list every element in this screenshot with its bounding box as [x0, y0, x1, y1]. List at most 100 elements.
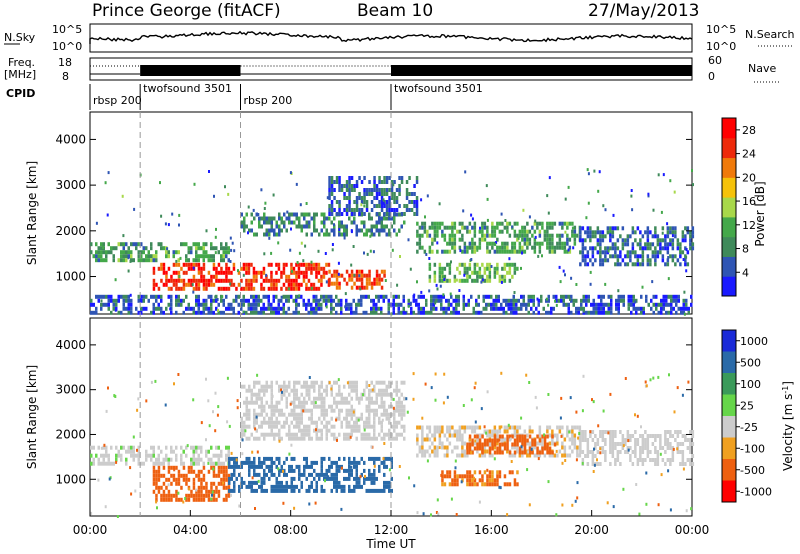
heatmap-cell — [200, 497, 203, 502]
heatmap-cell — [155, 497, 158, 502]
heatmap-speck — [287, 287, 290, 291]
power-colorbar-label: 28 — [742, 124, 756, 137]
heatmap-cell — [348, 460, 351, 465]
heatmap-cell — [125, 242, 128, 247]
heatmap-speck — [388, 468, 391, 472]
heatmap-cell — [330, 184, 334, 188]
heatmap-cell — [320, 294, 323, 299]
heatmap-cell — [372, 310, 375, 315]
heatmap-cell — [350, 404, 353, 409]
heatmap-cell — [107, 306, 110, 311]
heatmap-cell — [641, 438, 645, 442]
heatmap-cell — [295, 286, 298, 291]
heatmap-cell — [225, 445, 228, 450]
heatmap-cell — [443, 453, 447, 458]
heatmap-speck — [289, 171, 292, 175]
heatmap-cell — [508, 249, 512, 254]
heatmap-cell — [348, 216, 351, 221]
heatmap-speck — [383, 442, 386, 445]
heatmap-cell — [310, 472, 313, 477]
heatmap-cell — [230, 282, 233, 287]
heatmap-cell — [315, 460, 318, 465]
heatmap-cell — [160, 306, 163, 311]
heatmap-cell — [604, 438, 607, 442]
heatmap-cell — [390, 224, 393, 229]
heatmap-cell — [599, 262, 602, 267]
heatmap-cell — [521, 442, 524, 447]
heatmap-cell — [368, 416, 371, 421]
heatmap-cell — [155, 294, 158, 299]
heatmap-cell — [496, 221, 499, 226]
heatmap-cell — [503, 225, 507, 230]
heatmap-cell — [360, 220, 363, 225]
heatmap-cell — [619, 462, 622, 466]
heatmap-cell — [551, 453, 554, 458]
heatmap-cell — [155, 469, 158, 474]
heatmap-cell — [227, 306, 230, 311]
heatmap-cell — [240, 212, 243, 217]
heatmap-cell — [448, 237, 452, 242]
heatmap-speck — [310, 260, 313, 264]
heatmap-cell — [689, 230, 692, 235]
heatmap-cell — [475, 302, 478, 307]
heatmap-cell — [438, 425, 442, 430]
heatmap-cell — [200, 489, 203, 494]
heatmap-cell — [689, 438, 692, 442]
heatmap-cell — [415, 180, 419, 184]
heatmap-cell — [250, 286, 253, 291]
heatmap-cell — [428, 278, 432, 283]
heatmap-cell — [395, 212, 398, 217]
heatmap-cell — [642, 306, 645, 311]
heatmap-cell — [155, 250, 158, 255]
heatmap-cell — [400, 380, 403, 385]
heatmap-cell — [478, 425, 482, 430]
heatmap-cell — [145, 449, 148, 454]
heatmap-cell — [255, 310, 258, 315]
freq-tick-top: 18 — [58, 56, 72, 69]
heatmap-speck — [511, 225, 514, 229]
heatmap-cell — [450, 302, 453, 307]
heatmap-cell — [150, 457, 153, 462]
heatmap-cell — [343, 208, 346, 212]
heatmap-cell — [431, 225, 434, 230]
heatmap-cell — [182, 477, 186, 482]
heatmap-cell — [368, 192, 371, 196]
heatmap-cell — [428, 453, 432, 458]
heatmap-cell — [132, 445, 135, 450]
heatmap-cell — [556, 433, 559, 438]
heatmap-cell — [110, 445, 113, 450]
heatmap-cell — [175, 481, 178, 486]
heatmap-cell — [165, 485, 168, 490]
heatmap-cell — [443, 445, 447, 450]
heatmap-cell — [441, 266, 444, 271]
heatmap-cell — [388, 228, 391, 233]
heatmap-speck — [499, 486, 502, 490]
heatmap-cell — [345, 196, 349, 200]
heatmap-cell — [566, 221, 569, 226]
heatmap-cell — [350, 396, 353, 401]
heatmap-cell — [428, 445, 432, 450]
heatmap-cell — [478, 270, 482, 275]
heatmap-cell — [601, 438, 605, 442]
heatmap-cell — [273, 424, 276, 429]
heatmap-cell — [538, 438, 542, 443]
heatmap-cell — [110, 310, 113, 315]
heatmap-cell — [591, 250, 595, 255]
heatmap-cell — [363, 476, 366, 481]
heatmap-cell — [679, 242, 682, 247]
heatmap-cell — [388, 380, 391, 385]
heatmap-cell — [205, 282, 208, 287]
heatmap-cell — [457, 294, 460, 299]
heatmap-cell — [303, 464, 306, 469]
heatmap-cell — [130, 242, 133, 247]
heatmap-cell — [197, 258, 200, 263]
heatmap-speck — [103, 443, 106, 447]
heatmap-speck — [242, 273, 245, 277]
heatmap-cell — [280, 298, 283, 303]
heatmap-cell — [177, 481, 181, 486]
heatmap-cell — [220, 481, 223, 486]
heatmap-cell — [654, 462, 657, 466]
heatmap-cell — [253, 456, 256, 461]
heatmap-cell — [273, 432, 276, 437]
heatmap-cell — [681, 454, 685, 458]
